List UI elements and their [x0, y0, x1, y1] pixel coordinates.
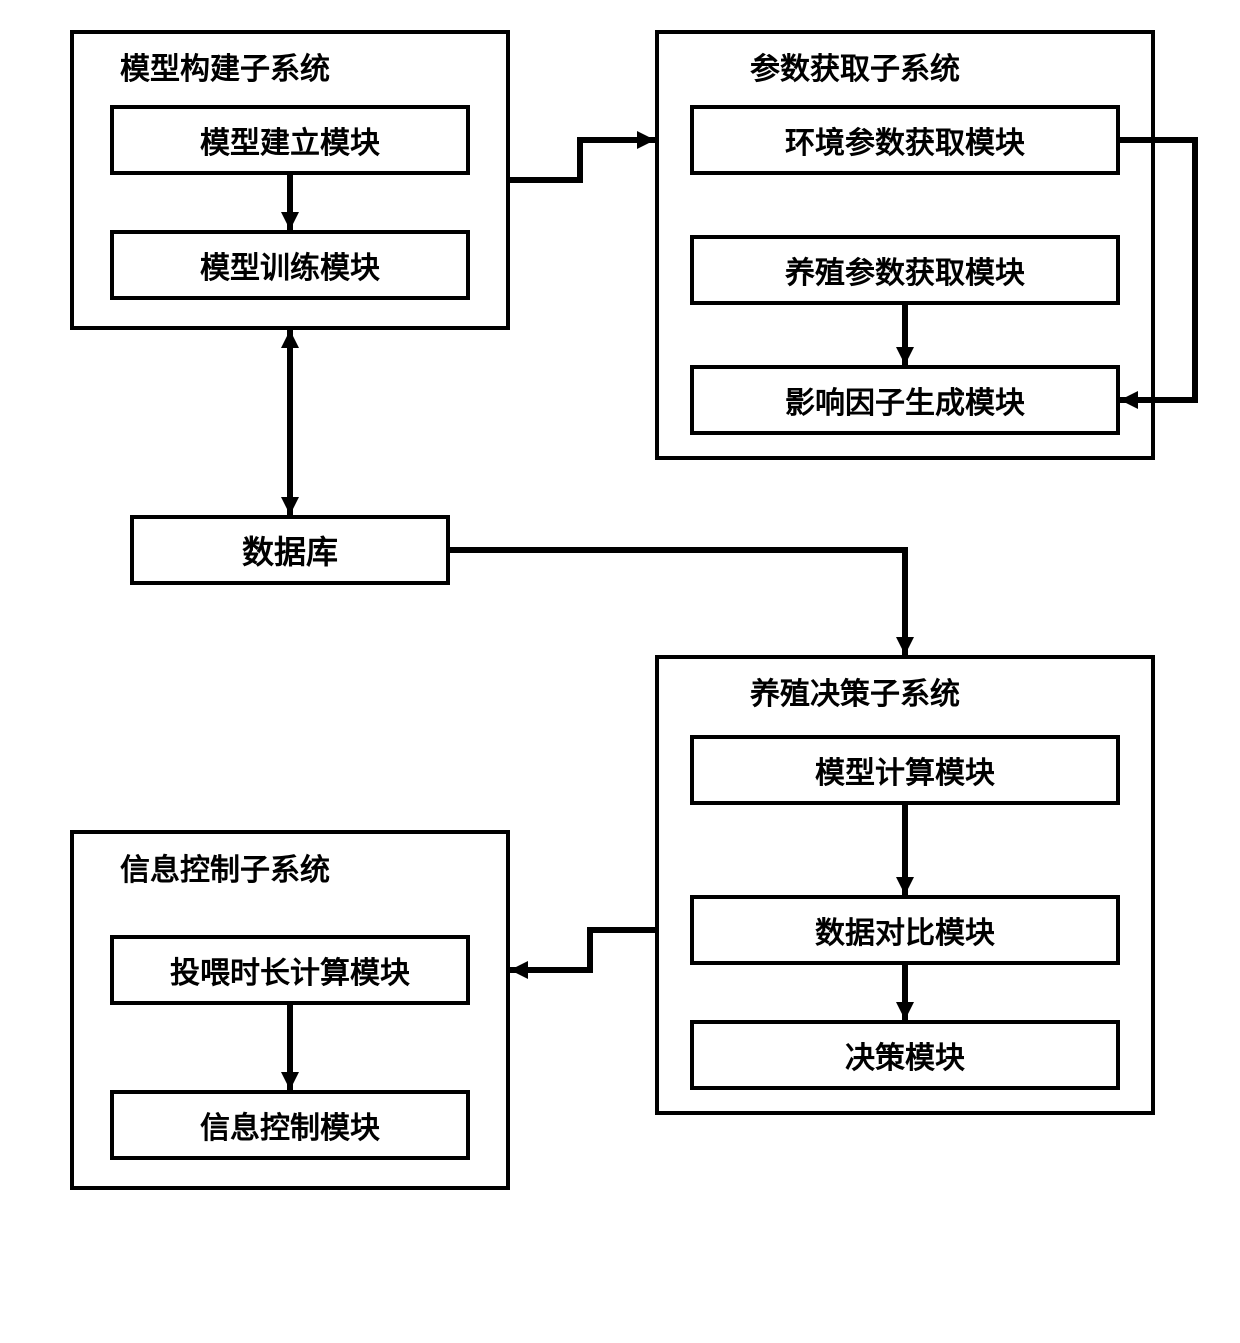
diagram-canvas: 模型构建子系统 参数获取子系统养殖决策子系统信息控制子系统 模型建立模块模型训练模块…	[0, 0, 1240, 1343]
group-title-info_ctrl: 信息控制子系统	[120, 845, 330, 889]
module-env_param: 环境参数获取模块	[690, 105, 1120, 175]
module-model_calc: 模型计算模块	[690, 735, 1120, 805]
module-model_create: 模型建立模块	[110, 105, 470, 175]
arrow-a6	[450, 550, 905, 655]
group-title-model_build: 模型构建子系统	[120, 44, 330, 88]
module-model_train: 模型训练模块	[110, 230, 470, 300]
arrow-a9	[510, 930, 655, 970]
module-decision: 决策模块	[690, 1020, 1120, 1090]
group-title-breed_dec: 养殖决策子系统	[750, 669, 960, 713]
module-breed_param: 养殖参数获取模块	[690, 235, 1120, 305]
arrow-a3	[510, 140, 655, 180]
module-database: 数据库	[130, 515, 450, 585]
group-title-param_acq: 参数获取子系统	[750, 44, 960, 88]
module-feed_duration: 投喂时长计算模块	[110, 935, 470, 1005]
module-info_control: 信息控制模块	[110, 1090, 470, 1160]
module-data_compare: 数据对比模块	[690, 895, 1120, 965]
module-impact_factor: 影响因子生成模块	[690, 365, 1120, 435]
